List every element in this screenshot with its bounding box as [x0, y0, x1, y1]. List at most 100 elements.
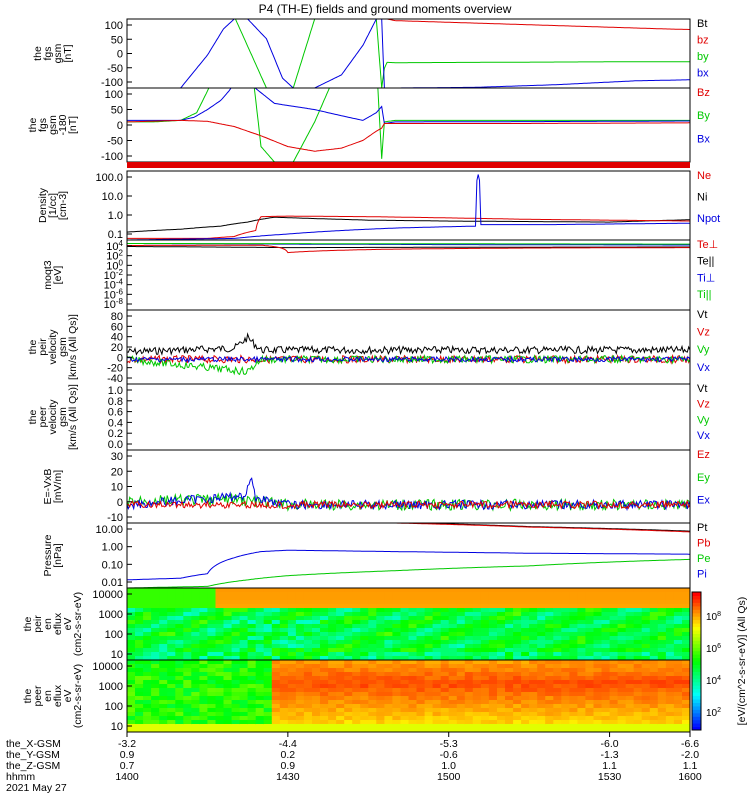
y-tick-label: 80 [111, 311, 123, 323]
legend-Ni: Ni [697, 192, 707, 204]
panel-pressure: 10.00 1.00 0.10 0.01 Pressure[nPa] Pt Pb Pe Pi [42, 522, 710, 589]
y-axis-label: Density [37, 187, 49, 223]
series-Ey [127, 492, 690, 512]
x-row-value: -6.6 [681, 738, 699, 750]
y-tick-label: -50 [107, 136, 123, 148]
y-tick-label: 1000 [99, 609, 123, 621]
panel-frame [126, 383, 691, 451]
y-tick-label: 100 [105, 20, 123, 32]
y-tick-label: 100 [105, 89, 123, 101]
y-axis-label: [cm-3] [57, 191, 69, 220]
y-axis-label: -180 [57, 114, 69, 135]
panel-frame [126, 239, 691, 311]
y-axis-label: the [32, 46, 44, 61]
y-tick-label: 10 [111, 482, 123, 494]
legend-bx: bx [697, 67, 709, 79]
legend-Ey: Ey [697, 472, 710, 484]
y-tick-label: 10.00 [95, 524, 123, 536]
x-row-value: 1.0 [441, 760, 456, 772]
series-Vz [127, 353, 690, 365]
legend-Vx: Vx [697, 430, 710, 442]
y-tick-label: 1.0 [108, 210, 123, 222]
series-Bx [127, 88, 690, 125]
series-Te⊥ [127, 244, 690, 254]
series-by [234, 19, 690, 88]
x-row-value: 1600 [678, 771, 702, 783]
y-axis-label: [eV] [52, 266, 64, 285]
panel-efield: 30 20 10 0 -10 E=-VxB[mV/m] Ez Ey Ex [42, 449, 710, 524]
colorbar-tick: 104 [706, 675, 721, 687]
y-tick-label: -100 [101, 151, 123, 163]
x-row-value: 0.7 [120, 760, 135, 772]
panel-frame [126, 170, 691, 241]
y-axis-label: [nT] [67, 116, 79, 134]
y-tick-label: 20 [111, 466, 123, 478]
panel-density: 100.0 10.0 1.0 0.1 Density[1/cc][cm-3] Ne Ni Np… [37, 170, 720, 241]
legend-Pb: Pb [697, 537, 710, 549]
legend-Te||: Te|| [697, 256, 714, 268]
y-tick-label: 10000 [92, 589, 123, 601]
y-axis-label: [km/s (All Qs)] [67, 384, 79, 450]
series-Vx [127, 355, 690, 364]
y-axis-label: Pressure [42, 534, 54, 576]
y-axis-label: eflux [52, 684, 64, 707]
colorbar-tick: 106 [706, 643, 721, 655]
legend-bz: bz [697, 34, 709, 46]
panel-frame [126, 449, 691, 524]
y-tick-label: 0.0 [108, 439, 123, 451]
series-Ti|| [127, 243, 690, 245]
y-axis-label: the [22, 689, 34, 704]
panel-frame [126, 87, 691, 163]
x-row-label: the_Z-GSM [6, 760, 60, 772]
y-axis-label: [nT] [62, 44, 74, 62]
spectrogram [127, 660, 690, 732]
plot-title: P4 (TH-E) fields and ground moments over… [259, 2, 512, 16]
series-Ez [127, 499, 690, 510]
y-tick-label: 10 [111, 721, 123, 733]
y-axis-label: fgs [42, 46, 54, 60]
panel-frame [126, 659, 691, 733]
y-tick-label: 50 [111, 34, 123, 46]
y-axis-label: en [42, 618, 54, 630]
y-axis-label: gsm [52, 43, 64, 63]
y-tick-label: 0.10 [102, 559, 123, 571]
y-tick-label: -40 [107, 373, 123, 385]
x-row-value: -6.0 [601, 738, 619, 750]
y-axis-label: velocity [47, 329, 59, 365]
y-tick-label: 10-8 [104, 297, 124, 311]
x-row-value: -0.6 [440, 749, 458, 761]
x-row-value: -2.0 [681, 749, 699, 761]
x-row-value: -3.2 [118, 738, 136, 750]
y-axis-label: [mV/m] [52, 470, 64, 503]
y-tick-label: 0.1 [108, 229, 123, 241]
legend-Ex: Ex [697, 495, 710, 507]
y-tick-label: 40 [111, 332, 123, 344]
y-tick-label: 30 [111, 451, 123, 463]
y-axis-label: (cm2-s-sr-eV) [72, 664, 84, 728]
legend-Ne: Ne [697, 170, 711, 182]
series-Pi [127, 549, 690, 581]
y-tick-label: -100 [101, 77, 123, 89]
legend-Vt: Vt [697, 309, 707, 321]
y-axis-label: [km/s (All Qs)] [67, 314, 79, 380]
series-Ne [127, 215, 690, 239]
y-tick-label: 100 [105, 629, 123, 641]
legend-Ez: Ez [697, 449, 710, 461]
date-label: 2021 May 27 [6, 782, 67, 794]
legend-Pt: Pt [697, 522, 707, 534]
legend-Bx: Bx [697, 133, 710, 145]
series-Bz [127, 119, 690, 152]
x-row-label: the_X-GSM [6, 738, 61, 750]
y-axis-label: en [42, 690, 54, 702]
status-bar [127, 162, 690, 168]
panels: 100500-50-100thefgsgsm[nT]Btbzbybx100500… [22, 18, 720, 733]
series-Pt [396, 523, 690, 532]
legend-Te⊥: Te⊥ [697, 239, 718, 251]
y-tick-label: 10.0 [102, 191, 123, 203]
y-axis-label: the [27, 410, 39, 425]
legend-by: by [697, 51, 709, 63]
y-tick-label: 60 [111, 321, 123, 333]
